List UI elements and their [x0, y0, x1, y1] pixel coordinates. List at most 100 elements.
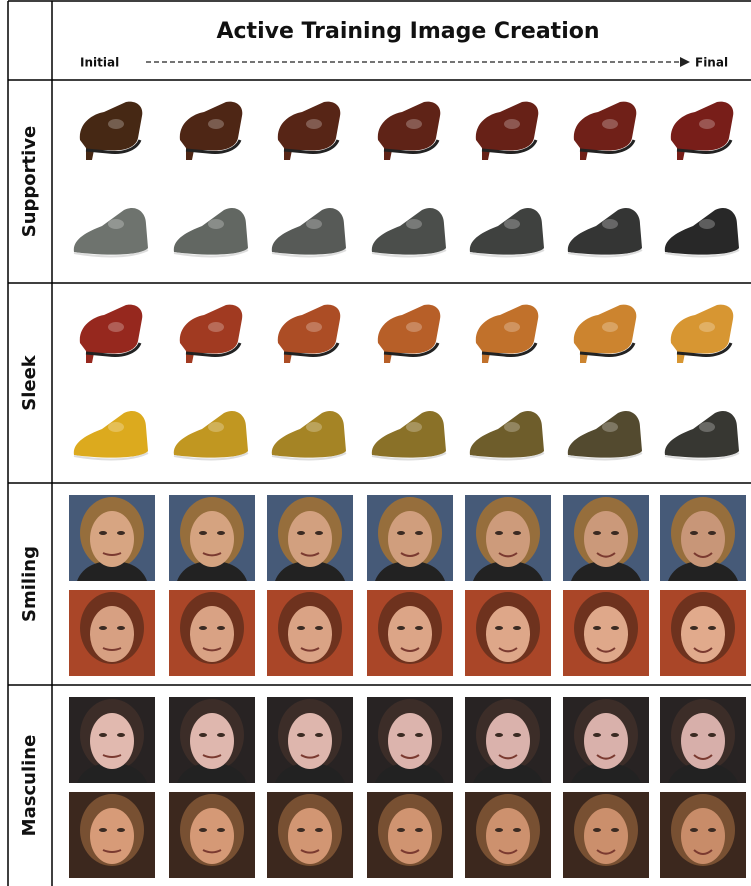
shoe-shape: [665, 411, 739, 458]
highlight: [504, 322, 520, 332]
eye: [513, 626, 521, 630]
eye: [415, 626, 423, 630]
shoe-image: [74, 411, 148, 459]
face-image: [267, 792, 353, 878]
shoe-image: [568, 411, 642, 459]
eye: [495, 626, 503, 630]
shoe-image: [568, 208, 642, 256]
face: [584, 808, 628, 864]
shoe-image: [278, 305, 341, 363]
highlight: [699, 219, 715, 229]
shoe-image: [671, 102, 734, 160]
eye: [199, 828, 207, 832]
eye: [99, 733, 107, 737]
shoe-shape: [568, 208, 642, 255]
face: [190, 606, 234, 662]
highlight: [406, 119, 422, 129]
shoe-image: [574, 305, 637, 363]
eye: [708, 531, 716, 535]
face-image: [69, 697, 155, 783]
eye: [117, 531, 125, 535]
highlight: [406, 219, 422, 229]
face: [288, 511, 332, 567]
face: [584, 606, 628, 662]
eye: [690, 828, 698, 832]
shoe-image: [278, 102, 341, 160]
face-image: [660, 590, 746, 676]
highlight: [504, 119, 520, 129]
shoe-image: [665, 208, 739, 256]
highlight: [108, 422, 124, 432]
highlight: [602, 422, 618, 432]
eye: [217, 828, 225, 832]
shoe-shape: [272, 208, 346, 255]
eye: [513, 828, 521, 832]
eye: [99, 828, 107, 832]
highlight: [306, 219, 322, 229]
eye: [513, 531, 521, 535]
eye: [297, 733, 305, 737]
eye: [297, 626, 305, 630]
highlight: [306, 422, 322, 432]
highlight: [699, 422, 715, 432]
face-image: [563, 697, 649, 783]
face: [681, 511, 725, 567]
shoe-image: [574, 102, 637, 160]
face-image: [465, 590, 551, 676]
face: [584, 713, 628, 769]
eye: [690, 626, 698, 630]
start-label: Initial: [80, 56, 119, 70]
face: [681, 808, 725, 864]
shoe-image: [476, 305, 539, 363]
face-image: [660, 792, 746, 878]
eye: [99, 626, 107, 630]
face: [486, 511, 530, 567]
shoe-shape: [372, 208, 446, 255]
eye: [217, 626, 225, 630]
eye: [495, 531, 503, 535]
eye: [297, 828, 305, 832]
face-image: [367, 697, 453, 783]
highlight: [208, 422, 224, 432]
header-title: Active Training Image Creation: [216, 19, 599, 44]
shoe-shape: [372, 411, 446, 458]
face: [486, 713, 530, 769]
eye: [315, 828, 323, 832]
face: [190, 713, 234, 769]
highlight: [306, 322, 322, 332]
shoe-image: [378, 305, 441, 363]
face: [288, 606, 332, 662]
face-image: [69, 792, 155, 878]
shoe-shape: [665, 208, 739, 255]
face: [90, 606, 134, 662]
face-image: [169, 495, 255, 581]
eye: [297, 531, 305, 535]
face: [388, 808, 432, 864]
face: [288, 713, 332, 769]
shoe-image: [180, 102, 243, 160]
face-image: [563, 495, 649, 581]
shoe-image: [174, 411, 248, 459]
highlight: [208, 119, 224, 129]
row-label: Masculine: [19, 735, 40, 837]
eye: [611, 733, 619, 737]
face: [288, 808, 332, 864]
eye: [495, 828, 503, 832]
face: [681, 606, 725, 662]
face-image: [69, 590, 155, 676]
highlight: [504, 219, 520, 229]
face-image: [169, 590, 255, 676]
shoe-shape: [568, 411, 642, 458]
face: [486, 606, 530, 662]
face-image: [465, 697, 551, 783]
shoe-image: [272, 208, 346, 256]
face-image: [69, 495, 155, 581]
highlight: [306, 119, 322, 129]
highlight: [108, 219, 124, 229]
figure: Active Training Image Creation Initial F…: [0, 0, 751, 886]
row-label: Supportive: [19, 126, 40, 238]
shoe-shape: [470, 411, 544, 458]
face-image: [563, 590, 649, 676]
face: [486, 808, 530, 864]
eye: [199, 626, 207, 630]
